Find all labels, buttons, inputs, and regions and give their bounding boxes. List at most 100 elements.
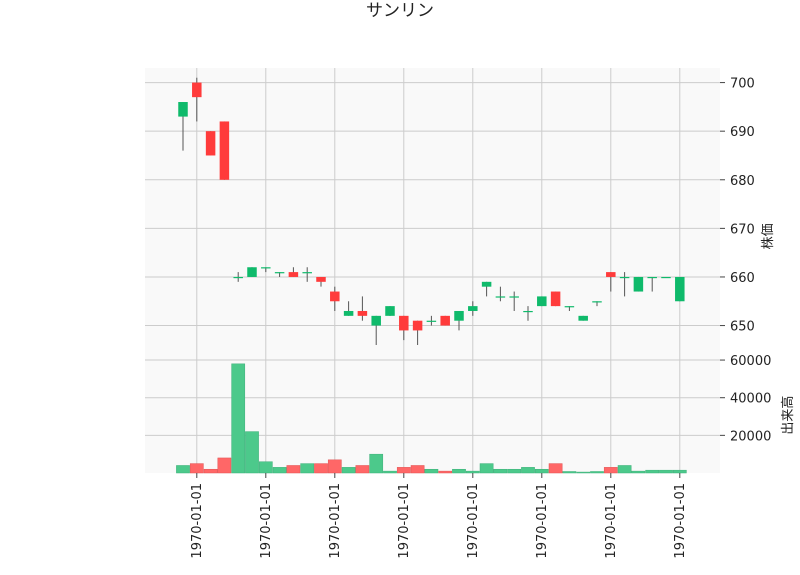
candle-body — [440, 315, 450, 326]
candle-body — [192, 82, 202, 98]
volume-bar — [479, 463, 494, 474]
volume-bar — [341, 467, 356, 474]
candle-body — [316, 276, 326, 282]
volume-bar — [548, 463, 563, 474]
candle-body — [578, 315, 588, 321]
price-tick-label: 660 — [730, 271, 755, 286]
candle-body — [592, 301, 602, 303]
volume-bar — [576, 471, 591, 474]
volume-bar — [507, 468, 522, 474]
volume-bar — [383, 470, 397, 474]
volume-tick-label: 60000 — [730, 354, 771, 369]
price-panel-background — [145, 68, 720, 345]
volume-axis-label: 出来高 — [780, 396, 796, 435]
candle-body — [537, 296, 547, 307]
volume-bar — [493, 468, 508, 474]
candle-body — [288, 272, 299, 277]
candle-body — [330, 291, 340, 302]
volume-bar — [396, 467, 411, 474]
candle-body — [509, 296, 519, 298]
candle-body — [481, 281, 492, 287]
volume-bar — [231, 363, 246, 474]
candle-body — [564, 306, 575, 308]
candle-body — [343, 310, 354, 316]
volume-bar — [590, 471, 604, 474]
candles — [178, 77, 685, 345]
volume-bar — [562, 471, 577, 474]
volume-tick-label: 40000 — [730, 392, 771, 407]
chart-title: サンリン — [366, 1, 434, 21]
x-tick-label: 1970-01-01 — [673, 483, 688, 559]
volume-bar — [534, 468, 549, 474]
price-tick-label: 680 — [730, 174, 755, 189]
volume-bar — [217, 457, 232, 474]
candle-body — [619, 276, 630, 279]
volume-bar — [424, 468, 439, 474]
candle-body — [550, 291, 561, 307]
volume-bar — [286, 465, 301, 474]
volume-bar — [314, 463, 328, 474]
candle-body — [661, 276, 671, 279]
volume-bar — [672, 469, 687, 474]
axis-labels: 1970-01-01 1970-01-01 1970-01-01 1970-01-01… — [190, 77, 772, 559]
volume-bar — [603, 467, 618, 474]
volume-bar — [327, 459, 342, 474]
candle-body — [647, 276, 657, 279]
x-tick-label: 1970-01-01 — [535, 483, 550, 559]
volume-bar — [355, 465, 370, 474]
candle-body — [261, 267, 271, 269]
volume-bar — [272, 467, 287, 474]
candle-body — [675, 276, 685, 302]
candle-body — [205, 131, 216, 156]
x-tick-label: 1970-01-01 — [397, 483, 412, 559]
volume-bar — [617, 465, 632, 474]
candle-body — [454, 310, 464, 321]
x-tick-label: 1970-01-01 — [259, 483, 274, 559]
candle-body — [247, 267, 257, 277]
candle-body — [371, 315, 381, 326]
volume-bar — [176, 465, 190, 474]
candle-body — [399, 315, 409, 331]
candle-body — [274, 272, 285, 274]
volume-bar — [631, 470, 646, 474]
price-tick-label: 670 — [730, 222, 755, 237]
volume-bar — [258, 461, 273, 474]
volume-bars — [176, 363, 687, 474]
x-tick-label: 1970-01-01 — [190, 483, 205, 559]
candle-body — [495, 296, 506, 298]
candle-body — [302, 272, 312, 274]
price-tick-label: 650 — [730, 320, 755, 335]
candle-body — [426, 320, 437, 322]
candle-body — [233, 276, 243, 279]
price-axis-label: 株価 — [761, 223, 776, 249]
candle-body — [385, 306, 395, 316]
x-tick-label: 1970-01-01 — [466, 483, 481, 559]
volume-bar — [438, 470, 453, 474]
volume-bar — [203, 468, 218, 474]
x-tick-label: 1970-01-01 — [328, 483, 343, 559]
price-tick-label: 690 — [730, 125, 755, 140]
price-tick-label: 700 — [730, 77, 755, 92]
volume-bar — [659, 469, 673, 474]
volume-bar — [369, 453, 384, 474]
volume-bar — [452, 468, 466, 474]
candle-body — [412, 320, 423, 331]
volume-bar — [410, 465, 425, 474]
volume-bar — [300, 463, 315, 474]
candle-body — [357, 310, 368, 316]
candle-body — [606, 272, 616, 277]
volume-bar — [521, 467, 535, 474]
volume-bar — [465, 470, 480, 474]
x-tick-label: 1970-01-01 — [604, 483, 619, 559]
volume-bar — [189, 463, 204, 474]
volume-panel-background — [145, 345, 720, 473]
candle-body — [523, 310, 533, 313]
volume-bar — [245, 431, 259, 474]
candle-body — [633, 276, 644, 292]
candle-body — [468, 306, 478, 311]
volume-bar — [645, 469, 660, 474]
candle-body — [178, 102, 188, 117]
volume-tick-label: 20000 — [730, 429, 771, 444]
grid-lines — [145, 68, 720, 473]
